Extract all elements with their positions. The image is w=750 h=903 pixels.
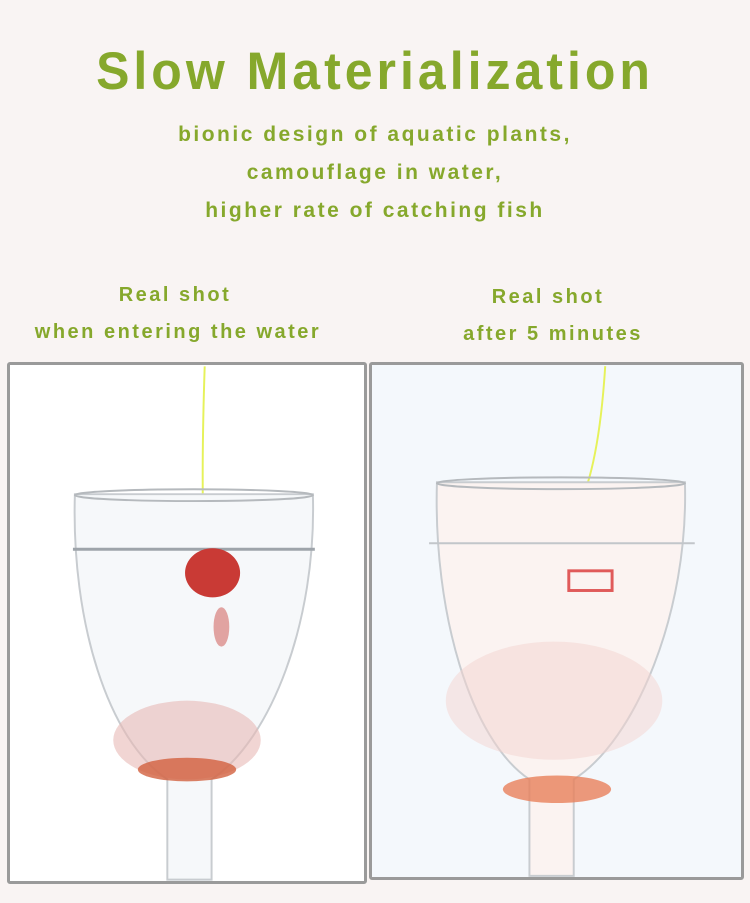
subtitle-line-1: bionic design of aquatic plants, <box>178 123 572 146</box>
left-caption-2: when entering the water <box>34 321 322 343</box>
left-caption-1: Real shot <box>118 284 232 306</box>
photo-after-5-minutes <box>369 362 744 880</box>
subtitle-line-3: higher rate of catching fish <box>205 199 545 222</box>
page-title: Slow Materialization <box>96 41 654 101</box>
right-caption-2: after 5 minutes <box>463 323 643 345</box>
right-caption-1: Real shot <box>491 286 605 308</box>
glass-illustration-right <box>429 366 695 877</box>
subtitle-line-2: camouflage in water, <box>246 161 504 184</box>
photo-entering-water <box>7 362 367 884</box>
glass-illustration-left <box>72 366 315 881</box>
